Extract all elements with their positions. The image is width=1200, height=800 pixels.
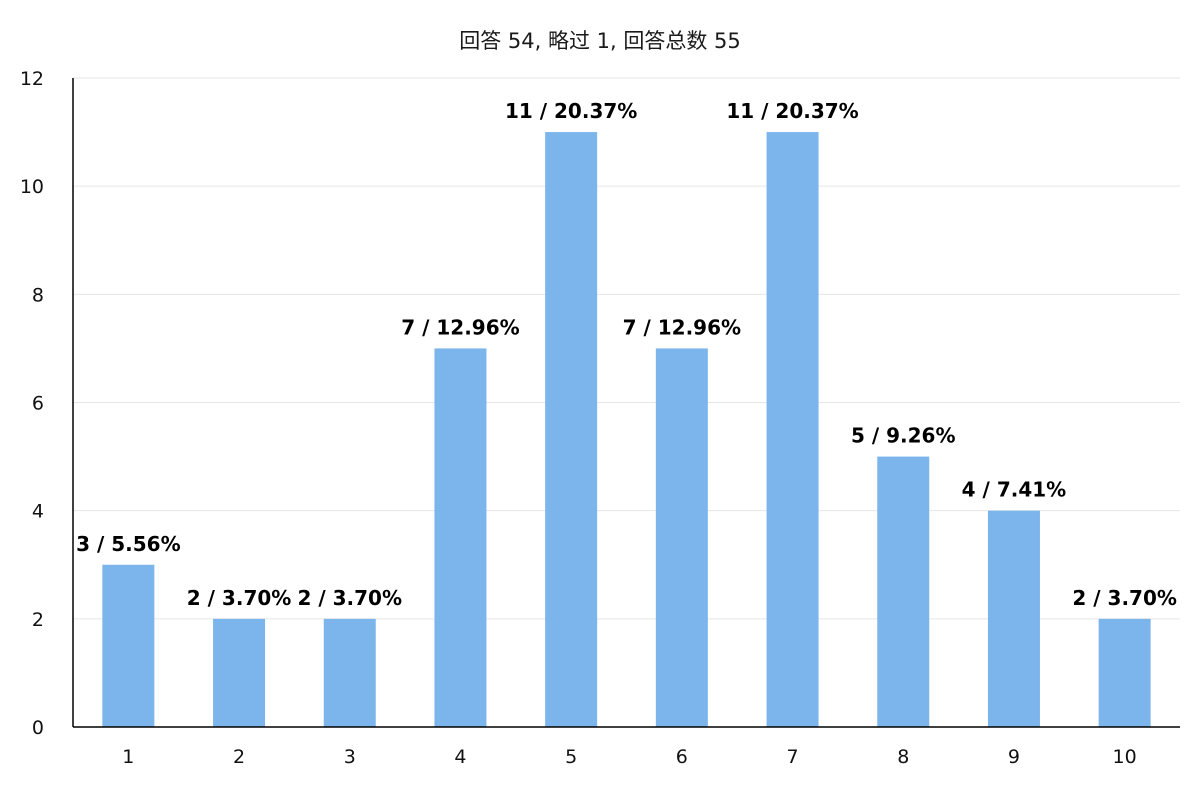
x-tick-label: 8: [897, 746, 909, 768]
bar: [434, 348, 487, 727]
data-label: 11 / 20.37%: [726, 99, 858, 123]
y-tick-label: 10: [20, 176, 44, 198]
bar: [102, 564, 155, 727]
x-tick-label: 2: [233, 746, 245, 768]
chart-title: 回答 54, 略过 1, 回答总数 55: [459, 29, 741, 53]
x-tick-label: 4: [454, 746, 466, 768]
x-tick-label: 6: [676, 746, 688, 768]
y-tick-label: 2: [32, 609, 44, 631]
bar: [655, 348, 708, 727]
data-label: 7 / 12.96%: [623, 315, 741, 339]
data-labels: 3 / 5.56%2 / 3.70% 2 / 3.70%7 / 12.96%11 …: [76, 99, 1177, 610]
data-label: 2 / 3.70%: [297, 586, 402, 610]
x-tick-label: 3: [344, 746, 356, 768]
bars: [102, 132, 1151, 728]
y-tick-label: 12: [20, 68, 44, 90]
bar: [877, 456, 930, 727]
data-label: 4 / 7.41%: [962, 478, 1067, 502]
y-axis-ticks: 0 2 4 6 8 10 12: [20, 68, 44, 739]
data-label: 5 / 9.26%: [851, 424, 956, 448]
y-tick-label: 4: [32, 501, 44, 523]
data-label: 2 / 3.70%: [187, 586, 292, 610]
bar: [545, 132, 598, 728]
bar: [323, 618, 376, 727]
data-label: 2 / 3.70%: [1072, 586, 1177, 610]
x-tick-label: 9: [1008, 746, 1020, 768]
y-tick-label: 6: [32, 393, 44, 415]
bar: [213, 618, 266, 727]
bar: [1098, 618, 1151, 727]
x-tick-label: 5: [565, 746, 577, 768]
x-tick-label: 1: [122, 746, 134, 768]
x-tick-label: 7: [787, 746, 799, 768]
data-label: 11 / 20.37%: [505, 99, 637, 123]
x-tick-label: 10: [1113, 746, 1137, 768]
data-label: 3 / 5.56%: [76, 532, 181, 556]
data-label: 7 / 12.96%: [401, 315, 519, 339]
x-axis-ticks: 1 2 3 4 5 6 7 8 9 10: [122, 746, 1136, 768]
bar: [766, 132, 819, 728]
y-tick-label: 8: [32, 284, 44, 306]
bar: [987, 510, 1040, 727]
y-tick-label: 0: [32, 717, 44, 739]
